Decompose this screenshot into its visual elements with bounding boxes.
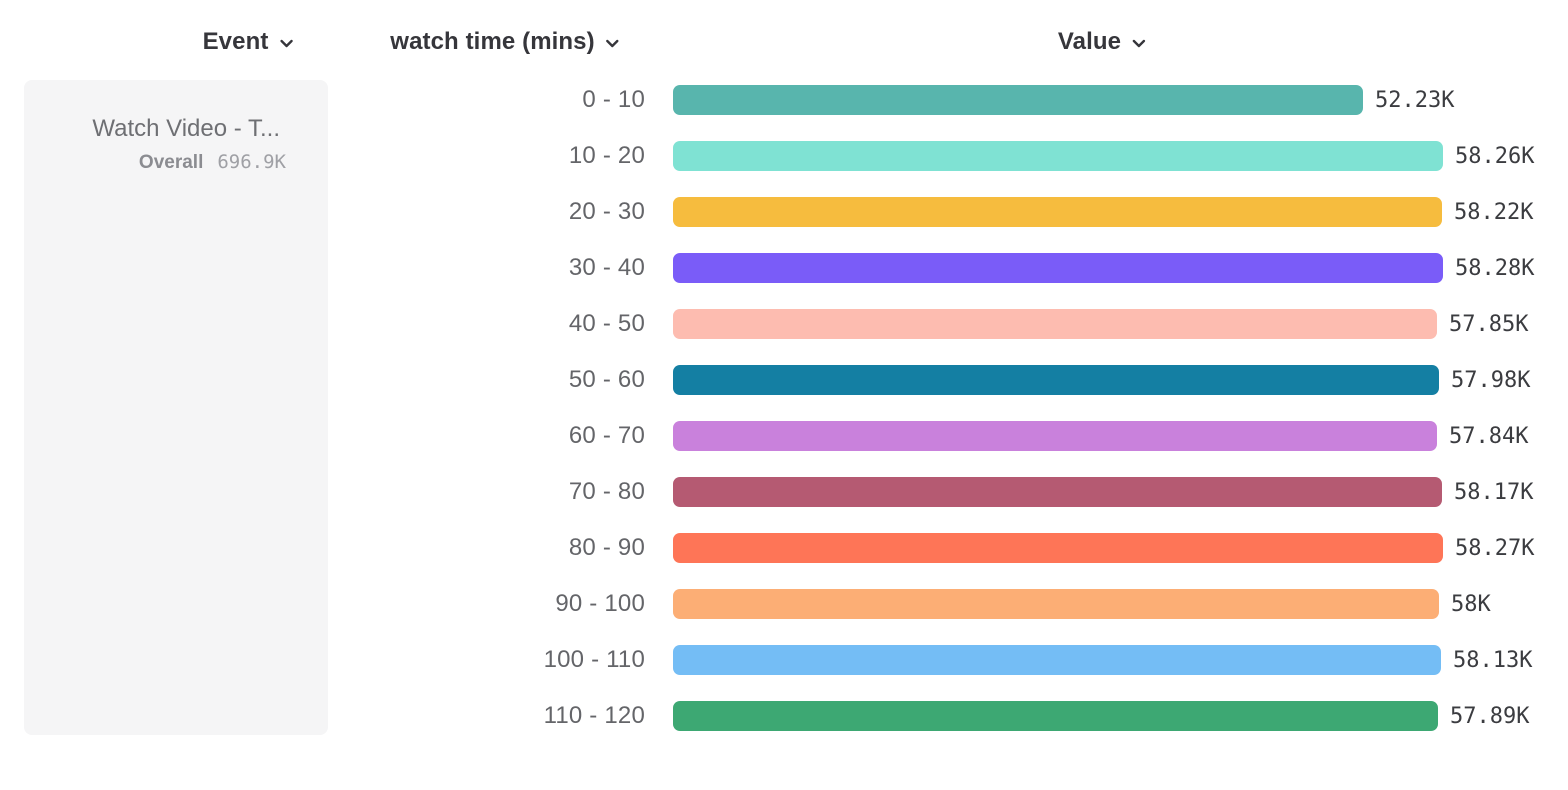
bar-row: 50 - 60 57.98K [0,352,1568,408]
bar-value-label: 58.22K [1454,199,1534,225]
bar[interactable] [673,85,1363,115]
chevron-down-icon [606,39,620,48]
bar-value-label: 58.17K [1454,479,1534,505]
bar-chart: 0 - 10 52.23K 10 - 20 58.26K 20 - 30 58.22K 30… [0,72,1568,744]
bar-row: 0 - 10 52.23K [0,72,1568,128]
bar-value-label: 57.85K [1449,311,1529,337]
bar-value-label: 57.98K [1451,367,1531,393]
event-card[interactable]: Watch Video - T... Overall 696.9K [24,80,328,735]
event-title: Watch Video - T... [92,115,280,142]
bar-value-label: 58.27K [1455,535,1535,561]
bar[interactable] [673,645,1441,675]
bar[interactable] [673,701,1438,731]
column-header-value-label: Value [1057,28,1122,55]
bar[interactable] [673,253,1443,283]
bar-row: 10 - 20 58.26K [0,128,1568,184]
bar[interactable] [673,197,1442,227]
bar-category-label: 90 - 100 [555,590,645,617]
bar-value-label: 58K [1451,591,1491,617]
chevron-down-icon [279,39,293,48]
bar-category-label: 50 - 60 [568,366,645,393]
bar-value-label: 58.26K [1455,143,1535,169]
bar-category-label: 20 - 30 [568,198,645,225]
bar-value-label: 57.89K [1450,703,1530,729]
bar-row: 100 - 110 58.13K [0,632,1568,688]
bar[interactable] [673,589,1439,619]
bar-category-label: 60 - 70 [568,422,645,449]
chevron-down-icon [1132,39,1146,48]
bar-row: 90 - 100 58K [0,576,1568,632]
column-header-event[interactable]: Event [203,28,294,56]
bar-value-label: 52.23K [1375,87,1455,113]
bar-category-label: 110 - 120 [543,702,645,729]
bar-category-label: 80 - 90 [568,534,645,561]
bar-row: 20 - 30 58.22K [0,184,1568,240]
bar-category-label: 10 - 20 [568,142,645,169]
bar-row: 70 - 80 58.17K [0,464,1568,520]
bar-row: 110 - 120 57.89K [0,688,1568,744]
bar[interactable] [673,477,1442,507]
column-header-breakdown-label: watch time (mins) [390,28,595,55]
bar[interactable] [673,533,1443,563]
bar-value-label: 58.28K [1455,255,1535,281]
column-header-value[interactable]: Value [1058,28,1146,56]
bar-category-label: 0 - 10 [582,86,645,113]
bar-category-label: 40 - 50 [568,310,645,337]
column-header-event-label: Event [202,28,269,55]
bar[interactable] [673,309,1437,339]
bar-value-label: 57.84K [1449,423,1529,449]
bar-row: 60 - 70 57.84K [0,408,1568,464]
overall-value: 696.9K [217,151,286,173]
bar[interactable] [673,141,1443,171]
column-header-breakdown[interactable]: watch time (mins) [390,28,619,56]
bar[interactable] [673,365,1439,395]
bar-category-label: 30 - 40 [568,254,645,281]
overall-label: Overall [138,152,204,173]
bar-row: 30 - 40 58.28K [0,240,1568,296]
bar-row: 40 - 50 57.85K [0,296,1568,352]
bar[interactable] [673,421,1437,451]
bar-category-label: 70 - 80 [568,478,645,505]
bar-value-label: 58.13K [1453,647,1533,673]
bar-row: 80 - 90 58.27K [0,520,1568,576]
event-overall-row: Overall 696.9K [44,151,286,174]
bar-category-label: 100 - 110 [543,646,645,673]
